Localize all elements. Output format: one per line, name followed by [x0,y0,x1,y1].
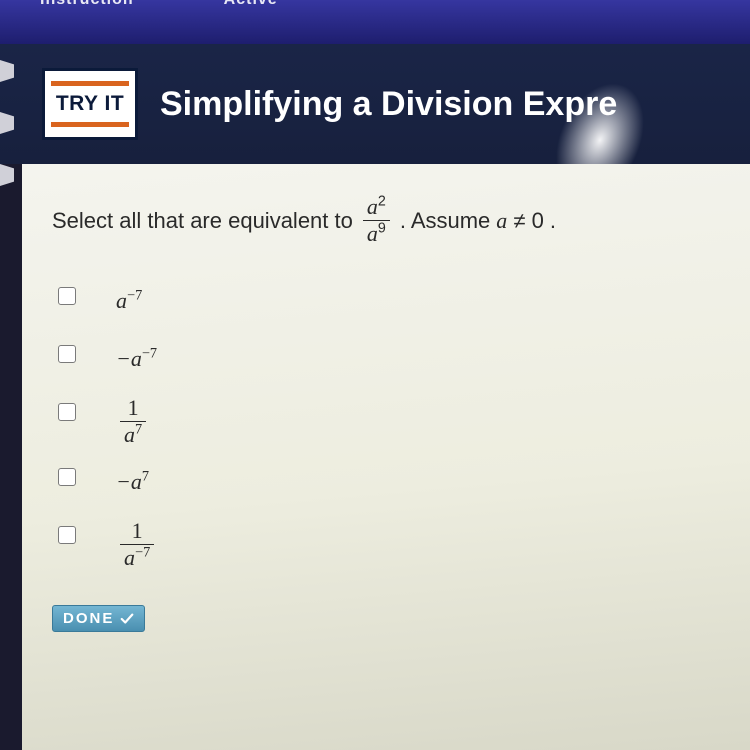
option-checkbox[interactable] [58,287,76,305]
option-label: 1a−7 [116,518,158,569]
side-tab-2[interactable] [0,112,14,134]
option-row: a−7 [58,279,720,323]
side-tab-3[interactable] [0,164,14,186]
option-label: 1a7 [116,395,150,446]
option-checkbox[interactable] [58,468,76,486]
answer-options: a−7 −a−7 1a7 −a7 1a−7 [58,279,720,569]
option-label: −a−7 [116,346,157,372]
prompt-tail: . [550,208,556,234]
nav-item-instruction[interactable]: Instruction [40,0,134,9]
question-prompt: Select all that are equivalent to a2 a9 … [52,196,720,245]
done-label: DONE [63,610,114,627]
top-nav-strip: Instruction Active [0,0,750,44]
done-button[interactable]: DONE [52,605,145,632]
option-row: 1a7 [58,395,720,446]
try-it-badge: TRY IT [42,68,138,140]
option-checkbox[interactable] [58,526,76,544]
nav-item-active[interactable]: Active [224,0,278,9]
option-checkbox[interactable] [58,403,76,421]
prompt-mid: . Assume [400,208,490,234]
check-icon [120,612,134,626]
option-row: −a7 [58,460,720,504]
prompt-lead: Select all that are equivalent to [52,208,353,234]
prompt-fraction: a2 a9 [363,196,390,245]
option-row: 1a−7 [58,518,720,569]
option-row: −a−7 [58,337,720,381]
question-panel: Select all that are equivalent to a2 a9 … [22,164,750,750]
lesson-header: TRY IT Simplifying a Division Expre [0,44,750,164]
side-tab-1[interactable] [0,60,14,82]
lesson-title: Simplifying a Division Expre [160,85,617,124]
option-label: a−7 [116,288,142,314]
option-label: −a7 [116,469,149,495]
side-tabs [0,60,14,216]
option-checkbox[interactable] [58,345,76,363]
prompt-condition: a ≠ 0 [496,208,544,234]
badge-text: TRY IT [56,92,124,116]
